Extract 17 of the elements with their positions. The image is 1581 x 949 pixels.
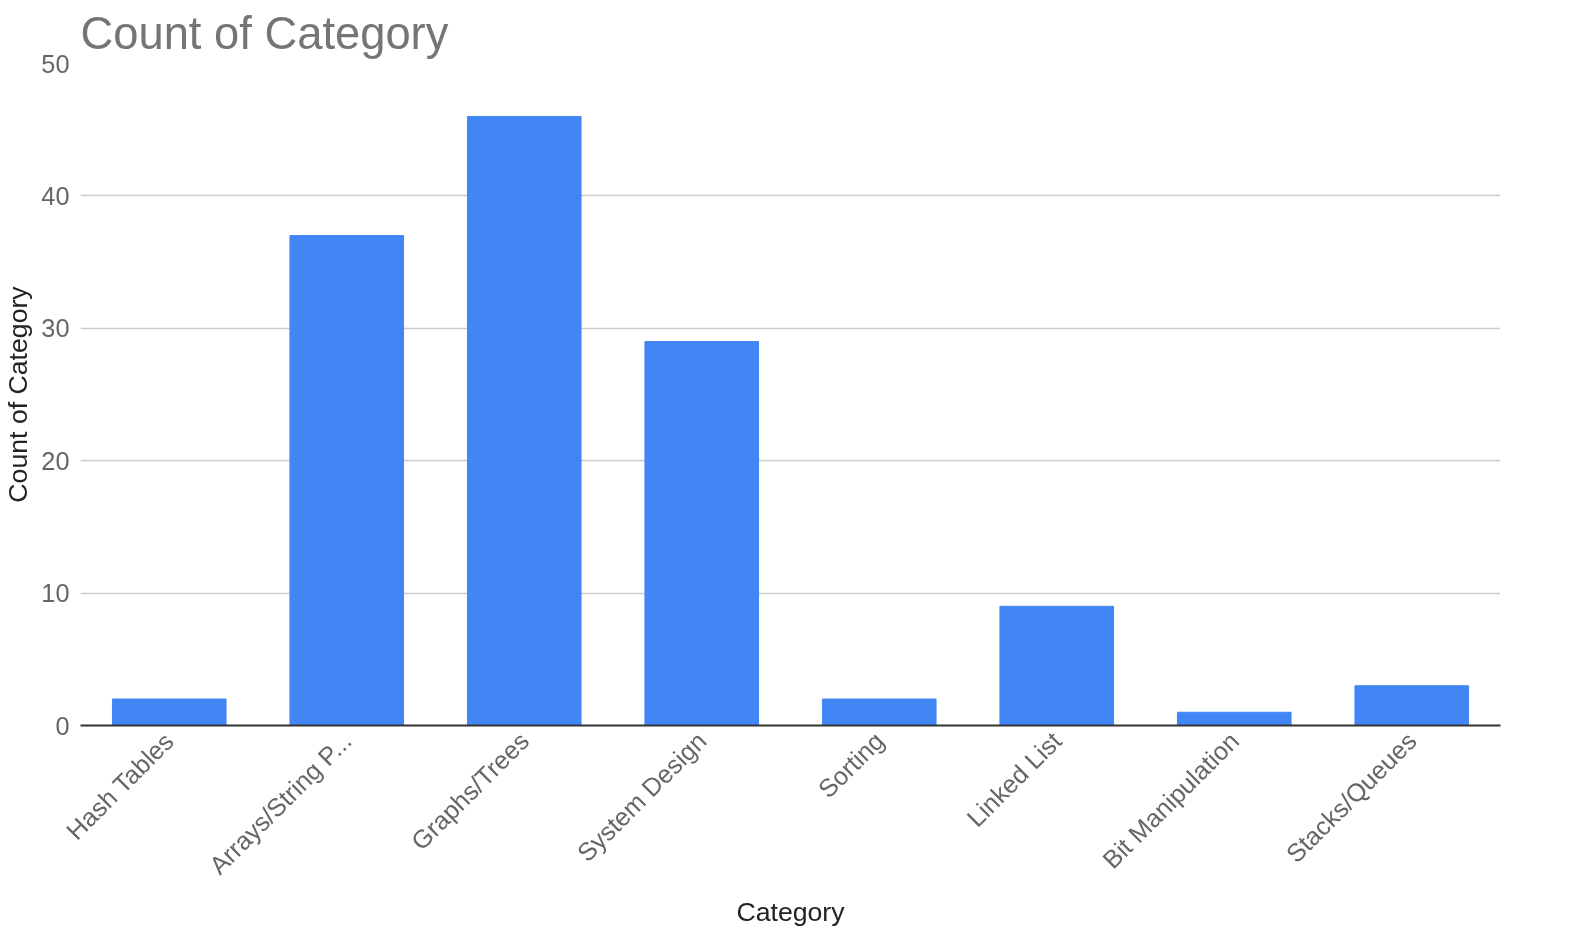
y-tick-label: 50 [41, 49, 70, 78]
y-tick-label: 20 [41, 446, 70, 475]
y-tick-label: 0 [55, 711, 70, 740]
bar [1176, 711, 1292, 726]
bar [111, 698, 227, 726]
x-axis-title: Category [736, 897, 846, 928]
y-axis-title: Count of Category [3, 285, 34, 503]
bar [1354, 685, 1470, 726]
chart-title: Count of Category [80, 7, 449, 59]
bar [466, 115, 582, 726]
y-tick-label: 10 [41, 579, 70, 608]
bar [999, 605, 1115, 726]
y-tick-label: 40 [41, 181, 70, 210]
bar [821, 698, 937, 726]
bar [289, 235, 405, 726]
y-tick-label: 30 [41, 314, 70, 343]
bar [644, 341, 760, 726]
